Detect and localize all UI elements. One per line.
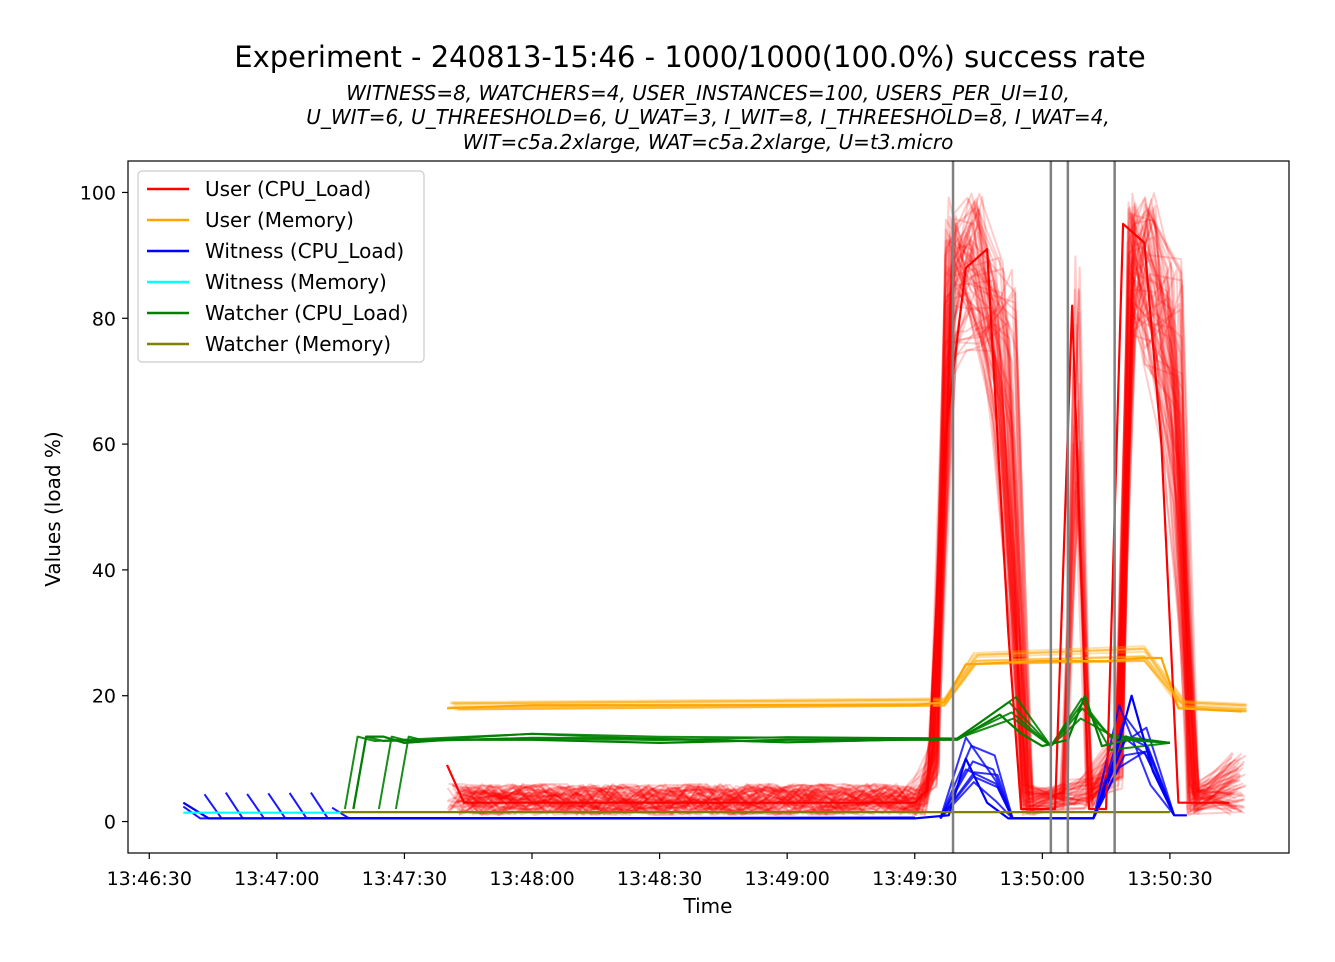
axes: 13:46:30 13:47:00 13:47:30 13:48:00 13:48:30… xyxy=(80,160,1290,890)
user-cpu-trace xyxy=(458,201,1238,816)
user-cpu-trace xyxy=(452,206,1234,814)
user-cpu-trace xyxy=(466,203,1245,816)
user-cpu-trace xyxy=(471,228,1245,817)
y-tick-label: 60 xyxy=(92,434,116,456)
user-cpu-trace xyxy=(457,196,1233,816)
vertical-markers xyxy=(951,161,1116,853)
user-cpu-trace xyxy=(455,252,1239,817)
user-cpu-trace xyxy=(456,267,1244,816)
user-cpu-trace xyxy=(447,227,1241,816)
chart-title: Experiment - 240813-15:46 - 1000/1000(10… xyxy=(234,40,1145,74)
user-cpu-trace xyxy=(458,198,1245,815)
legend-label: Witness (Memory) xyxy=(205,270,387,294)
user-memory-trace xyxy=(451,648,1247,707)
user-cpu-trace xyxy=(461,219,1238,816)
x-tick-label: 13:48:30 xyxy=(617,868,702,890)
chart-title-group: Experiment - 240813-15:46 - 1000/1000(10… xyxy=(234,40,1145,154)
chart-subtitle-line-1: WITNESS=8, WATCHERS=4, USER_INSTANCES=10… xyxy=(346,81,1070,105)
user-cpu-trace xyxy=(456,219,1245,816)
user-cpu-trace xyxy=(471,256,1241,816)
y-axis-label: Values (load %) xyxy=(41,431,65,586)
x-tick-label: 13:47:00 xyxy=(234,868,319,890)
user-cpu-trace xyxy=(465,192,1234,816)
legend-label: User (Memory) xyxy=(205,208,354,232)
user-cpu-trace xyxy=(464,231,1245,816)
user-cpu-trace xyxy=(459,238,1238,816)
user-cpu-trace xyxy=(460,200,1244,817)
user-cpu-trace xyxy=(466,197,1240,816)
legend: User (CPU_Load) User (Memory) Witness (CPU… xyxy=(137,170,425,363)
user-cpu-trace xyxy=(458,230,1234,816)
user-cpu-trace xyxy=(460,206,1241,814)
legend-label: Watcher (Memory) xyxy=(205,332,391,356)
x-tick-label: 13:49:00 xyxy=(745,868,830,890)
user-cpu-trace xyxy=(462,268,1243,815)
x-tick-label: 13:49:30 xyxy=(872,868,957,890)
user-cpu-trace xyxy=(468,192,1241,815)
y-tick-label: 80 xyxy=(92,308,116,330)
plot-frame xyxy=(127,160,1290,854)
user-memory-trace xyxy=(451,645,1247,705)
chart-subtitle-line-2: U_WIT=6, U_THREESHOLD=6, U_WAT=3, I_WIT=… xyxy=(306,105,1110,129)
user-cpu-trace xyxy=(447,209,1234,816)
legend-label: Witness (CPU_Load) xyxy=(205,239,404,263)
series-line xyxy=(352,694,1170,810)
user-cpu-trace xyxy=(468,264,1245,815)
series-line xyxy=(182,694,1187,820)
user-cpu-trace xyxy=(447,201,1232,817)
y-tick-label: 100 xyxy=(80,182,116,204)
user-cpu-trace xyxy=(462,198,1242,817)
user-cpu-trace xyxy=(456,212,1239,817)
x-tick-label: 13:48:00 xyxy=(489,868,574,890)
user-cpu-trace xyxy=(471,218,1232,817)
user-cpu-trace xyxy=(450,227,1232,816)
y-tick-label: 20 xyxy=(92,686,116,708)
legend-label: Watcher (CPU_Load) xyxy=(205,301,408,325)
user-cpu-trace xyxy=(458,211,1247,816)
x-tick-label: 13:46:30 xyxy=(107,868,192,890)
user-cpu-trace xyxy=(448,234,1235,816)
series-line xyxy=(446,656,1243,713)
chart-subtitle-line-3: WIT=c5a.2xlarge, WAT=c5a.2xlarge, U=t3.m… xyxy=(463,130,954,154)
user-cpu-trace xyxy=(455,225,1238,816)
legend-box xyxy=(137,170,425,363)
user-cpu-trace xyxy=(461,196,1239,816)
user-cpu-trace xyxy=(459,197,1240,815)
series-line xyxy=(445,222,1230,811)
series-layer xyxy=(182,222,1243,820)
user-cpu-trace xyxy=(457,221,1235,816)
x-tick-label: 13:50:00 xyxy=(1000,868,1085,890)
x-tick-label: 13:50:30 xyxy=(1127,868,1212,890)
user-cpu-trace xyxy=(449,211,1236,817)
y-tick-label: 0 xyxy=(104,812,116,834)
legend-label: User (CPU_Load) xyxy=(205,177,371,201)
x-tick-label: 13:47:30 xyxy=(362,868,447,890)
x-axis-label: Time xyxy=(683,894,733,918)
user-cpu-trace xyxy=(464,291,1242,816)
y-tick-label: 40 xyxy=(92,560,116,582)
user-cpu-trace xyxy=(466,192,1236,816)
user-cpu-trace xyxy=(469,208,1232,816)
user-cpu-trace xyxy=(458,231,1237,817)
user-cpu-trace xyxy=(469,252,1246,816)
